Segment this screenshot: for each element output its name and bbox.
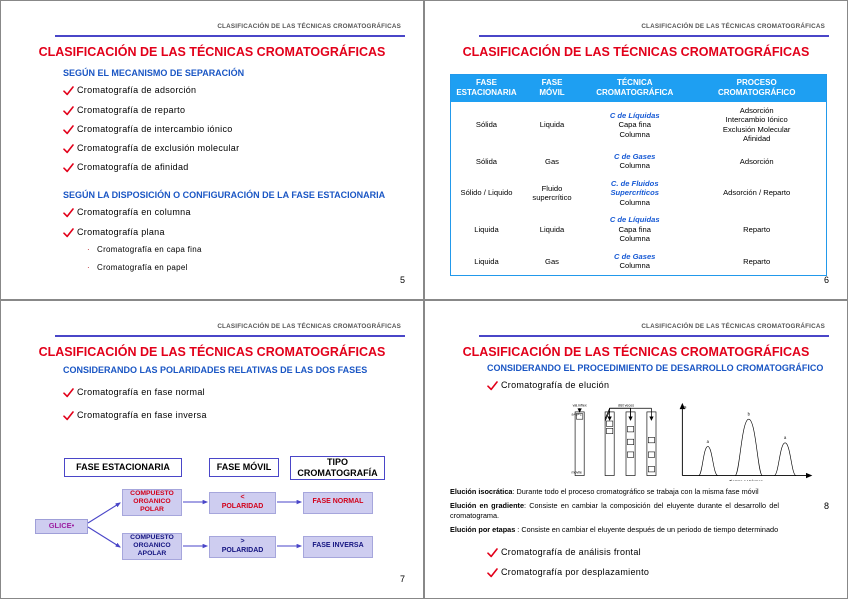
svg-text:a: a xyxy=(784,435,787,440)
svg-text:Tiempo o Volumen: Tiempo o Volumen xyxy=(729,478,763,480)
svg-text:movile: movile xyxy=(571,470,581,474)
svg-text:dist veces: dist veces xyxy=(618,403,634,407)
svg-text:a: a xyxy=(707,438,710,443)
svg-text:b: b xyxy=(748,411,751,416)
svg-text:s: s xyxy=(684,404,687,409)
svg-text:val.inflex: val.inflex xyxy=(573,403,587,407)
svg-text:a+b+c: a+b+c xyxy=(571,412,581,416)
